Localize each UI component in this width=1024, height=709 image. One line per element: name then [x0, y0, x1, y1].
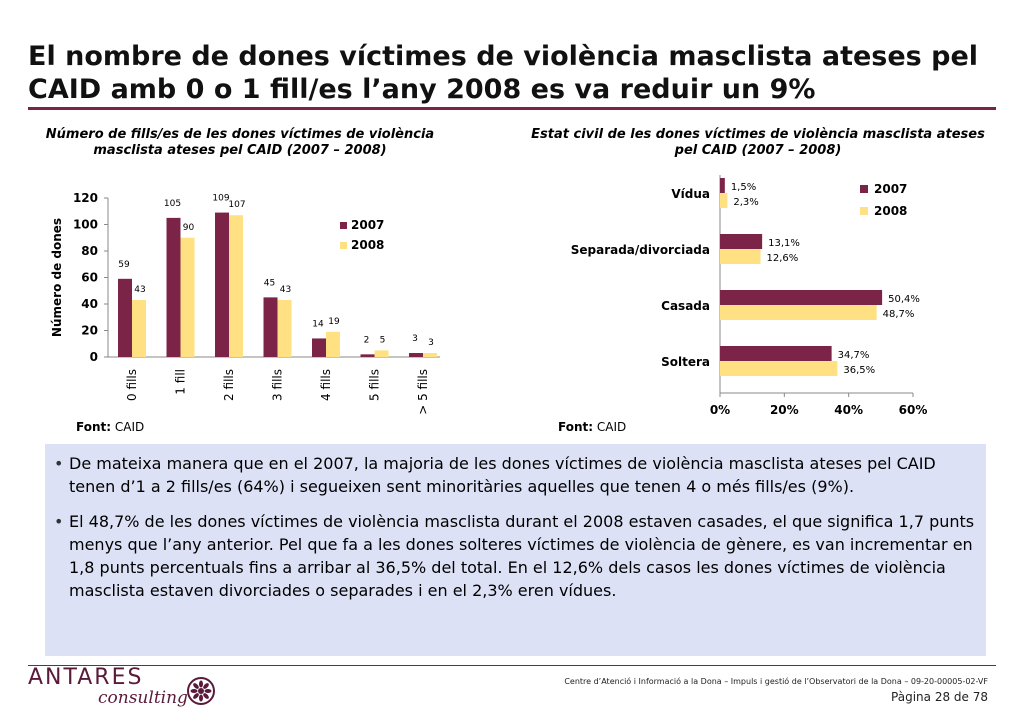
data-label: 45: [264, 278, 275, 288]
bar-2008: [132, 300, 146, 357]
data-label: 14: [312, 319, 324, 329]
legend-swatch: [340, 242, 347, 249]
y-tick-label: 80: [81, 244, 98, 258]
bar-2007: [118, 278, 132, 357]
data-label: 3: [412, 334, 418, 344]
legend-label: 2007: [874, 182, 907, 196]
bar-2008: [720, 249, 761, 264]
bar-2008: [374, 350, 389, 357]
data-label: 19: [328, 317, 340, 327]
children-bar-chart: 0 20 40 60 80 100 120 Número de dones 59 43 0 fill…: [50, 191, 440, 415]
bar-2007: [409, 353, 423, 357]
x-tick-label: 40%: [834, 403, 863, 417]
data-label: 50,4%: [888, 294, 920, 305]
bar-2007: [720, 234, 763, 249]
y-tick-label: 60: [81, 271, 98, 285]
data-label: 2,3%: [733, 197, 758, 208]
data-label: 34,7%: [838, 350, 870, 361]
data-label: 90: [183, 223, 195, 233]
bar-2007: [312, 338, 326, 357]
data-label: 105: [164, 199, 181, 209]
chart1-source: Font: CAID: [76, 420, 145, 434]
data-label: 36,5%: [843, 365, 875, 376]
page-title: El nombre de dones víctimes de violència…: [28, 41, 979, 105]
y-category-label: Vídua: [671, 187, 710, 201]
civil-status-bar-chart: 0% 20% 40% 60% 1,5% 2,3% Vídua 13,1% 12,6% Separa…: [571, 175, 928, 417]
bar-2007: [720, 346, 832, 361]
footer-divider: [28, 665, 996, 666]
bar-2007: [720, 178, 725, 193]
bar-2008: [720, 193, 728, 208]
summary-bullet: El 48,7% de les dones víctimes de violèn…: [54, 510, 976, 602]
data-label: 2: [364, 335, 370, 345]
y-tick-label: 100: [73, 218, 98, 232]
footer-text: Centre d’Atenció i Informació a la Dona …: [564, 677, 988, 686]
title-divider: [28, 107, 996, 110]
legend-label: 2007: [351, 218, 384, 232]
legend-label: 2008: [874, 204, 907, 218]
y-axis-title: Número de dones: [50, 218, 64, 337]
data-label: 3: [428, 338, 434, 348]
x-tick-label: 4 fills: [319, 369, 333, 401]
page-number: Pàgina 28 de 78: [891, 690, 988, 704]
data-label: 59: [118, 260, 130, 270]
chart2-title: Estat civil de les dones víctimes de vio…: [531, 127, 985, 158]
legend-label: 2008: [351, 238, 384, 252]
chart2-source: Font: CAID: [558, 420, 627, 434]
x-tick-label: 3 fills: [271, 369, 285, 401]
x-tick-label: 60%: [899, 403, 928, 417]
data-label: 48,7%: [883, 309, 915, 320]
summary-panel: De mateixa manera que en el 2007, la maj…: [45, 444, 986, 656]
data-label: 107: [228, 200, 245, 210]
x-tick-label: 5 fills: [368, 369, 382, 401]
bar-2008: [326, 331, 340, 357]
bar-2008: [180, 237, 195, 357]
data-label: 13,1%: [768, 238, 800, 249]
data-label: 12,6%: [767, 253, 799, 264]
bar-2007: [360, 354, 375, 357]
x-tick-label: 1 fill: [174, 369, 188, 395]
chart1-title: Número de fills/es de les dones víctimes…: [45, 127, 435, 158]
x-tick-label: 20%: [770, 403, 799, 417]
antares-logo: ANTARES consulting: [28, 665, 188, 708]
flower-logo-icon: [187, 677, 215, 705]
data-label: 43: [280, 285, 291, 295]
legend-swatch: [860, 207, 868, 215]
data-label: 43: [134, 285, 145, 295]
summary-bullet: De mateixa manera que en el 2007, la maj…: [54, 452, 976, 498]
y-category-label: Casada: [661, 299, 710, 313]
data-label: 5: [380, 335, 386, 345]
x-tick-label: 0%: [710, 403, 730, 417]
bar-2007: [215, 212, 229, 357]
x-tick-label: > 5 fills: [416, 369, 430, 415]
y-category-label: Soltera: [661, 355, 710, 369]
x-tick-label: 2 fills: [222, 369, 236, 401]
bar-2008: [720, 361, 838, 376]
x-tick-label: 0 fills: [125, 369, 139, 401]
bar-2007: [263, 297, 278, 357]
legend-swatch: [340, 222, 347, 229]
y-tick-label: 0: [90, 350, 98, 364]
legend-swatch: [860, 185, 868, 193]
data-label: 109: [212, 194, 229, 204]
bar-2008: [277, 300, 292, 357]
data-label: 1,5%: [731, 182, 756, 193]
bar-2007: [166, 217, 181, 357]
y-tick-label: 120: [73, 191, 98, 205]
y-tick-label: 20: [81, 324, 98, 338]
y-category-label: Separada/divorciada: [571, 243, 710, 257]
bar-2008: [720, 305, 877, 320]
bar-2008: [229, 215, 243, 357]
bar-2007: [720, 290, 883, 305]
bar-2008: [423, 353, 437, 357]
y-tick-label: 40: [81, 297, 98, 311]
